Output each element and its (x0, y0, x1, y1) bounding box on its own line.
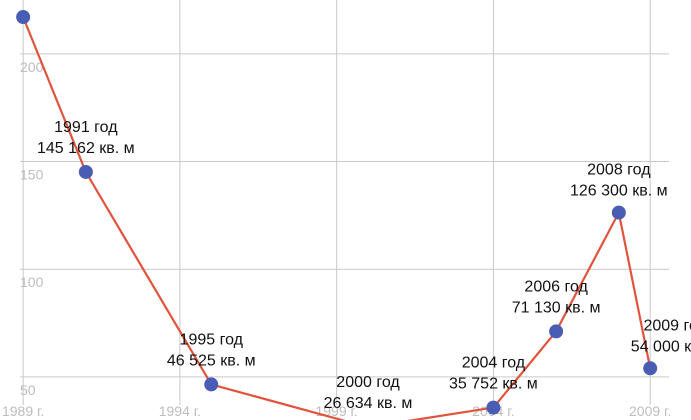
y-tick-label: 50 (20, 382, 36, 398)
x-tick-label: 1994 г. (159, 403, 201, 419)
data-label-value: 54 000 кв. м (631, 338, 691, 355)
data-label-year: 2000 год (336, 374, 400, 391)
y-axis-ticks: 50 100 150 200 (20, 59, 44, 398)
data-label-value: 35 752 кв. м (449, 376, 538, 393)
data-label-value: 46 525 кв. м (167, 352, 256, 369)
data-point (643, 361, 658, 376)
data-label-value: 217 092 кв. м (0, 0, 72, 2)
grid (20, 0, 669, 405)
x-tick-label: 1989 г. (2, 403, 44, 419)
x-tick-label: 2009 г. (629, 403, 671, 419)
data-label-year: 1991 год (54, 119, 118, 136)
data-label-value: 126 300 кв. м (570, 183, 668, 200)
data-label-value: 71 130 кв. м (512, 299, 601, 316)
data-point (486, 400, 501, 415)
y-tick-label: 200 (20, 59, 44, 75)
data-label-year: 2009 год (643, 317, 691, 334)
data-label-year: 2006 год (524, 278, 588, 295)
data-point (78, 164, 93, 179)
data-point (549, 324, 564, 339)
data-label-value: 145 162 кв. м (37, 140, 135, 157)
data-label-year: 2008 год (587, 162, 651, 179)
y-tick-label: 100 (20, 274, 44, 290)
series (16, 10, 658, 420)
data-point (16, 10, 31, 25)
data-label-year: 2004 год (462, 355, 526, 372)
data-point (204, 377, 219, 392)
y-tick-label: 150 (20, 167, 44, 183)
series-line (22, 16, 652, 420)
data-label-value: 26 634 кв. м (324, 395, 413, 412)
data-point (611, 205, 626, 220)
data-label-year: 1995 год (180, 331, 244, 348)
